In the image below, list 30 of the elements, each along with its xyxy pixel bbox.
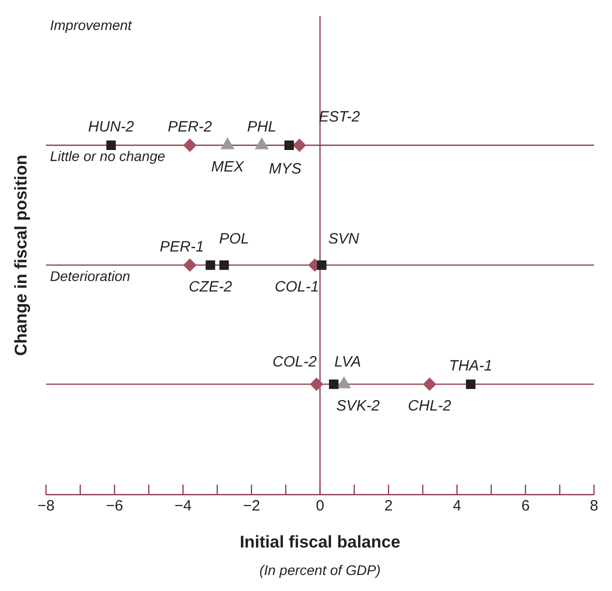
annotation: CZE-2 <box>188 278 233 296</box>
text: Improvement <box>50 16 133 33</box>
y-axis-title: Change in fiscal position <box>12 154 31 356</box>
annotation: CHL-2 <box>408 397 452 414</box>
ref-line-label: Deterioration <box>50 268 130 284</box>
ref-line-label: Little or no change <box>50 148 166 164</box>
annotation: PER-2 <box>168 118 213 136</box>
annotation: HUN-2 <box>88 118 135 136</box>
annotation: PER-1 <box>160 238 204 256</box>
text: (In percent of GDP) <box>259 562 381 578</box>
x-tick-label: −8 <box>37 498 55 515</box>
x-tick-label: −4 <box>174 498 192 515</box>
annotation: POL <box>219 230 250 248</box>
x-tick-label: 4 <box>452 498 462 515</box>
x-tick-label: −6 <box>106 498 124 515</box>
annotation: SVK-2 <box>336 397 380 414</box>
x-axis-title: Initial fiscal balance <box>240 532 400 552</box>
x-tick-label: 6 <box>521 498 530 515</box>
x-tick-label: 2 <box>384 498 393 515</box>
annotation: SVN <box>328 230 360 248</box>
annotation: COL-2 <box>272 353 318 370</box>
annotation: COL-1 <box>274 278 319 296</box>
annotation: THA-1 <box>449 357 492 374</box>
annotation: LVA <box>334 353 362 370</box>
annotation: MEX <box>211 158 245 176</box>
x-tick-label: −2 <box>242 498 260 515</box>
annotation: PHL <box>247 118 276 136</box>
annotation: MYS <box>268 160 302 178</box>
x-tick-label: 8 <box>590 498 598 515</box>
x-tick-label: 0 <box>316 498 324 515</box>
